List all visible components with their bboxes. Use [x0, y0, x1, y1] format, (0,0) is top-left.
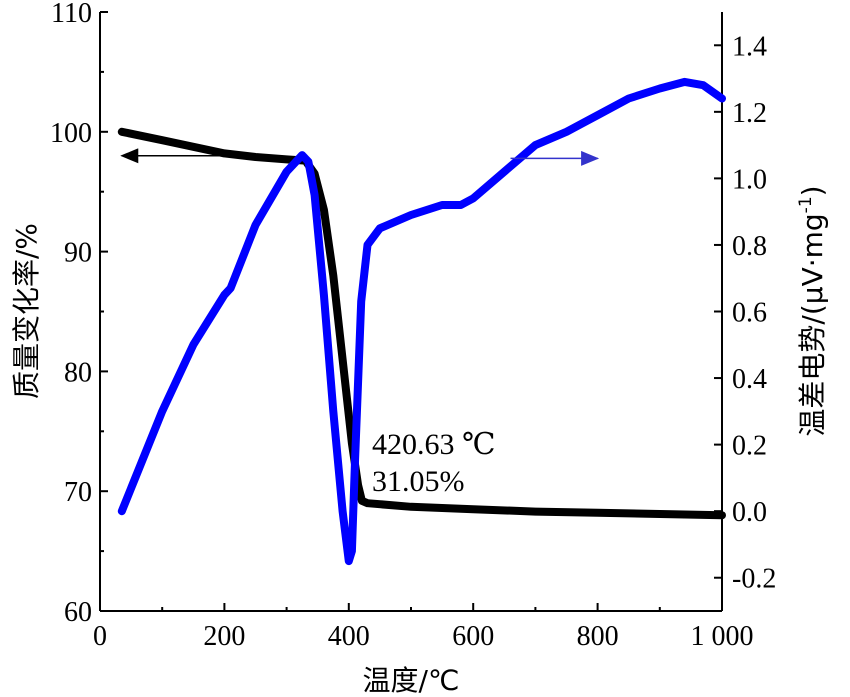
- axis-indicator-arrows: [120, 148, 600, 166]
- annotation-mass-change: 31.05%: [372, 465, 465, 498]
- left-y-axis-ticks: 60 70 80 90 100 110: [50, 0, 108, 628]
- mass-change-curve: [117, 127, 726, 520]
- annotation-temperature: 420.63 ℃: [372, 428, 496, 461]
- right-y-tick-label: 1.4: [732, 31, 767, 62]
- x-tick-label: 0: [93, 621, 107, 652]
- x-tick-label: 400: [328, 621, 370, 652]
- right-y-axis-title-main: 温差电势/(μV·mg: [796, 213, 829, 436]
- right-y-tick-label: -0.2: [732, 564, 776, 595]
- right-y-tick-label: 1.0: [732, 164, 767, 195]
- left-y-tick-label: 90: [64, 238, 92, 269]
- right-y-tick-label: 0.8: [732, 231, 767, 262]
- left-y-tick-label: 100: [50, 118, 92, 149]
- right-y-tick-label: 0.0: [732, 497, 767, 528]
- left-y-tick-label: 110: [51, 0, 92, 29]
- x-axis-ticks: 0 200 400 600 800 1 000: [93, 603, 754, 652]
- right-y-axis-title-sup: -1: [796, 196, 816, 213]
- x-tick-label: 1 000: [691, 621, 754, 652]
- right-y-tick-label: 0.6: [732, 298, 767, 329]
- x-tick-label: 800: [577, 621, 619, 652]
- left-y-tick-label: 70: [64, 477, 92, 508]
- right-y-axis-title: 温差电势/(μV·mg-1): [796, 185, 829, 436]
- right-y-tick-label: 0.4: [732, 364, 767, 395]
- x-axis-title: 温度/℃: [363, 664, 460, 697]
- right-y-axis-title-end: ): [796, 185, 829, 196]
- x-tick-label: 600: [452, 621, 494, 652]
- right-y-axis-ticks: -0.2 0.0 0.2 0.4 0.6 0.8 1.0 1.2 1.4: [714, 31, 776, 595]
- right-y-tick-label: 0.2: [732, 431, 767, 462]
- x-tick-label: 200: [203, 621, 245, 652]
- right-y-tick-label: 1.2: [732, 98, 767, 129]
- left-y-tick-label: 80: [64, 357, 92, 388]
- left-y-tick-label: 60: [64, 597, 92, 628]
- left-y-axis-title: 质量变化率/%: [10, 223, 43, 399]
- dta-signal-curve: [117, 77, 726, 566]
- series-layer: [117, 77, 726, 566]
